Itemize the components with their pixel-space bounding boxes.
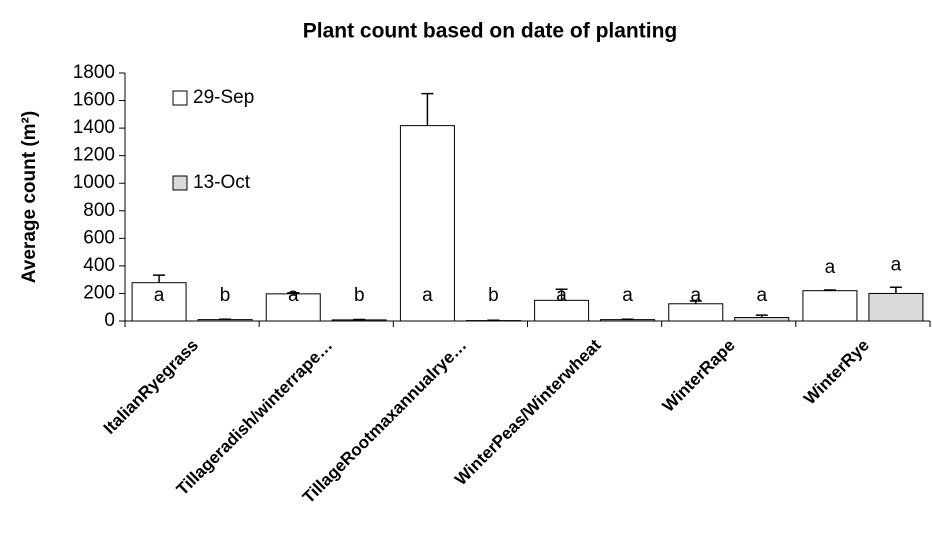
x-tick-label: TillageRootmaxannualrye… xyxy=(299,336,471,508)
significance-letter: a xyxy=(622,285,633,306)
error-bar xyxy=(689,300,702,304)
error-bar xyxy=(555,288,568,301)
bar xyxy=(399,125,455,322)
x-tick-label: Tillageradish/winterrape… xyxy=(173,336,337,500)
y-tick-label: 600 xyxy=(83,227,115,248)
legend-swatch xyxy=(172,175,188,191)
y-axis-label: Average count (m²) xyxy=(19,111,40,283)
x-tick-label: WinterRape xyxy=(659,336,739,416)
significance-letter: a xyxy=(891,254,902,275)
significance-letter: a xyxy=(556,285,567,306)
significance-letter: a xyxy=(154,285,165,306)
significance-letter: a xyxy=(690,285,701,306)
error-bar xyxy=(823,289,836,291)
error-bar xyxy=(287,292,300,294)
y-tick-label: 1200 xyxy=(73,145,115,166)
legend-swatch xyxy=(172,90,188,106)
chart-title: Plant count based on date of planting xyxy=(303,20,678,43)
y-tick-label: 400 xyxy=(83,255,115,276)
y-tick-label: 1800 xyxy=(73,62,115,83)
error-bar xyxy=(889,286,902,294)
bar xyxy=(668,303,724,322)
significance-letter: a xyxy=(288,285,299,306)
significance-letter: b xyxy=(220,285,231,306)
x-tick-label: WinterPeas/Winterwheat xyxy=(451,335,605,489)
y-tick-label: 0 xyxy=(104,310,115,331)
bar xyxy=(802,290,858,322)
significance-letter: a xyxy=(422,285,433,306)
x-tick-label: WinterRye xyxy=(800,336,873,409)
bar xyxy=(734,317,790,322)
error-bar xyxy=(153,274,166,283)
significance-letter: b xyxy=(488,285,499,306)
y-tick-label: 1000 xyxy=(73,172,115,193)
significance-letter: a xyxy=(825,257,836,278)
y-tick-label: 1400 xyxy=(73,117,115,138)
y-tick-label: 200 xyxy=(83,282,115,303)
significance-letter: b xyxy=(354,285,365,306)
x-tick-label: ItalianRyegrass xyxy=(100,336,202,438)
bar xyxy=(868,292,924,322)
legend-label: 29-Sep xyxy=(193,87,254,108)
error-bar xyxy=(421,92,434,126)
y-tick-label: 1600 xyxy=(73,90,115,111)
error-bar xyxy=(755,314,768,318)
significance-letter: a xyxy=(756,285,767,306)
y-tick-label: 800 xyxy=(83,200,115,221)
legend-label: 13-Oct xyxy=(193,172,251,193)
